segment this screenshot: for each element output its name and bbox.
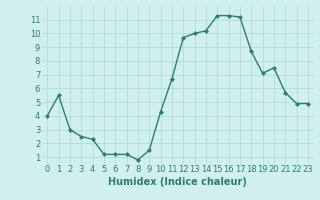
X-axis label: Humidex (Indice chaleur): Humidex (Indice chaleur) xyxy=(108,177,247,187)
